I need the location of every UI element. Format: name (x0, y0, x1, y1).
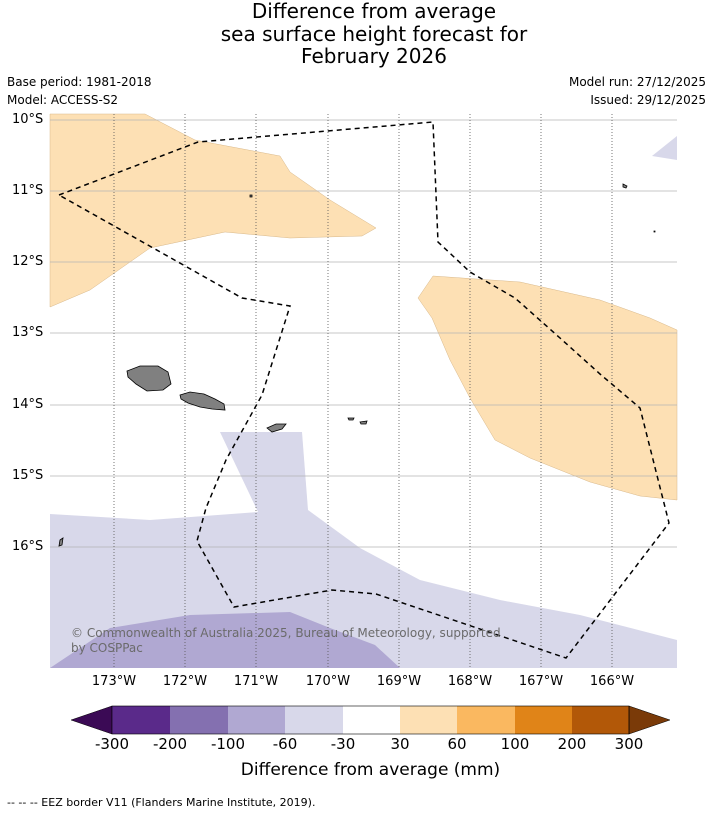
island-swains (249, 194, 253, 198)
lat-label-14s: 14°S (12, 397, 44, 412)
colorbar-tick-7: 100 (500, 735, 530, 753)
colorbar-under-arrow (70, 705, 113, 735)
colorbar-bin-4 (285, 706, 343, 734)
colorbar-bin-9 (572, 706, 629, 734)
latitude-gridlines (50, 119, 677, 548)
lon-label-170w: 170°W (305, 674, 351, 689)
model-text: Model: ACCESS-S2 (7, 92, 119, 107)
lat-label-10s: 10°S (12, 112, 44, 127)
colorbar-tick-5: 30 (390, 735, 410, 753)
colorbar-bin-7 (457, 706, 515, 734)
lon-label-172w: 172°W (162, 674, 208, 689)
colorbar-tick-1: -200 (152, 735, 188, 753)
lat-label-12s: 12°S (12, 254, 44, 269)
island-wallis (58, 537, 64, 547)
lon-label-171w: 171°W (233, 674, 279, 689)
anomaly-region-medium-purple (50, 612, 400, 668)
colorbar-bin-2 (170, 706, 228, 734)
lat-label-13s: 13°S (12, 325, 44, 340)
colorbar (70, 705, 671, 735)
island-suwarrow (653, 230, 656, 233)
model-run-text: Model run: 27/12/2025 (568, 75, 706, 89)
map-title: Difference from average sea surface heig… (0, 0, 713, 68)
issued-text: Issued: 29/12/2025 (590, 92, 706, 107)
copyright-line-2: by COSPPac (71, 641, 143, 655)
lat-label-15s: 15°S (12, 468, 44, 483)
island-nassau (622, 183, 628, 189)
lon-label-166w: 166°W (589, 674, 635, 689)
colorbar-bin-6 (400, 706, 457, 734)
land-masses (58, 183, 656, 547)
colorbar-bin-8 (515, 706, 572, 734)
copyright-line-1: © Commonwealth of Australia 2025, Bureau… (71, 626, 501, 640)
colorbar-tick-3: -60 (272, 735, 298, 753)
longitude-gridlines (113, 114, 613, 668)
island-upolu (179, 391, 226, 411)
island-manua-2 (359, 420, 368, 425)
title-line-3: February 2026 (301, 44, 447, 68)
lon-label-169w: 169°W (376, 674, 422, 689)
colorbar-tick-0: -300 (94, 735, 130, 753)
lon-label-168w: 168°W (447, 674, 493, 689)
colorbar-bin-1 (112, 706, 170, 734)
lat-label-16s: 16°S (12, 539, 44, 554)
meta-left: Base period: 1981-2018 Model: ACCESS-S2 (7, 74, 152, 109)
colorbar-over-arrow (628, 705, 671, 735)
anomaly-region-light-orange-e (417, 275, 678, 501)
copyright-notice: © Commonwealth of Australia 2025, Bureau… (71, 626, 501, 656)
title-line-2: sea surface height forecast for (220, 21, 528, 46)
colorbar-tick-8: 200 (557, 735, 587, 753)
eez-footnote: -- -- -- EEZ border V11 (Flanders Marine… (7, 796, 316, 809)
eez-border-west (58, 121, 670, 659)
colorbar-tick-4: -30 (330, 735, 356, 753)
colorbar-bin-5 (343, 706, 400, 734)
lon-label-167w: 167°W (518, 674, 564, 689)
island-savaii (126, 365, 172, 392)
base-period-text: Base period: 1981-2018 (7, 75, 152, 89)
colorbar-bin-3 (228, 706, 285, 734)
lat-label-11s: 11°S (12, 183, 44, 198)
island-tutuila (266, 423, 287, 433)
anomaly-region-light-purple (50, 432, 677, 668)
anomaly-region-light-purple-ne (652, 136, 677, 160)
meta-right: Model run: 27/12/2025 Issued: 29/12/2025 (569, 74, 706, 109)
colorbar-tick-9: 300 (614, 735, 644, 753)
title-line-1: Difference from average (251, 0, 497, 23)
colorbar-title: Difference from average (mm) (240, 760, 501, 780)
anomaly-region-light-orange-nw (49, 113, 377, 308)
colorbar-outline (111, 705, 630, 735)
colorbar-tick-2: -100 (210, 735, 246, 753)
lon-label-173w: 173°W (91, 674, 137, 689)
island-manua-1 (347, 417, 355, 421)
colorbar-tick-6: 60 (447, 735, 467, 753)
